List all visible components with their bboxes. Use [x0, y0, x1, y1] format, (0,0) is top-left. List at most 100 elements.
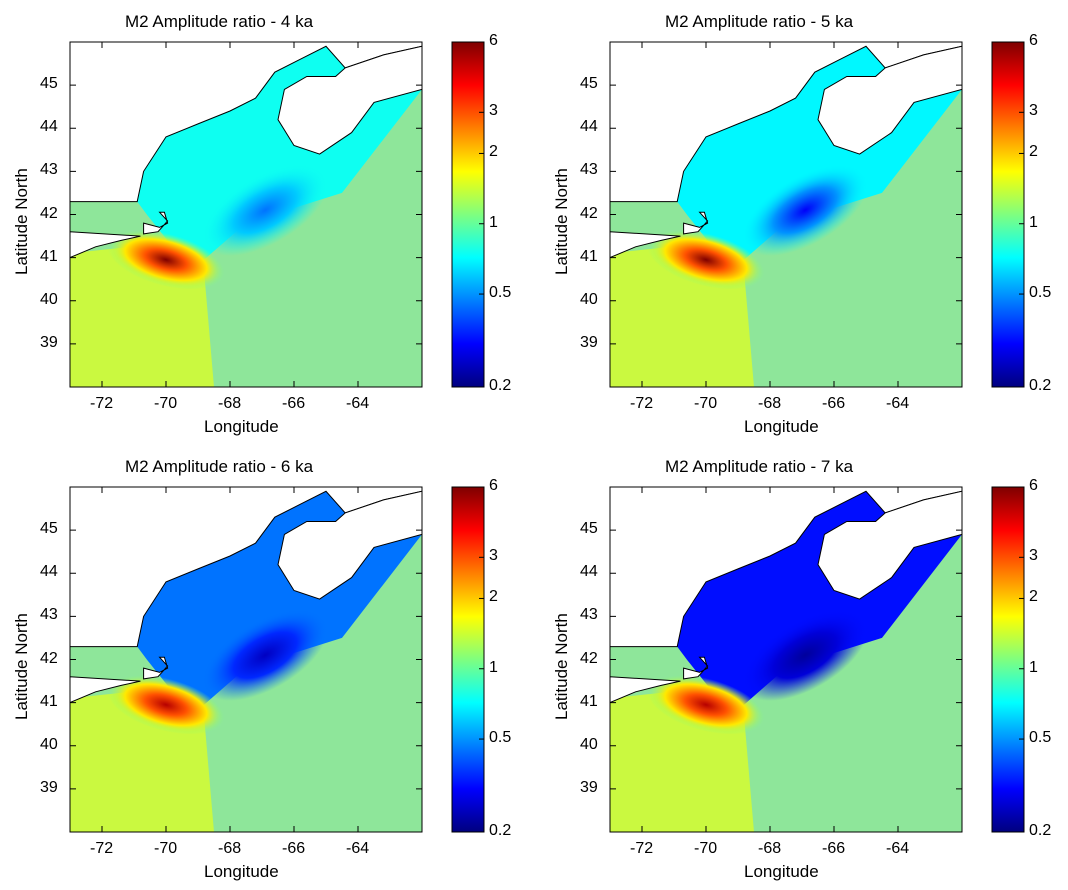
- colorbar-tick-label: 0.5: [1029, 729, 1051, 747]
- x-tick-label: -68: [758, 395, 781, 413]
- y-tick-label: 42: [40, 650, 58, 668]
- panel-title: M2 Amplitude ratio - 7 ka: [665, 457, 853, 477]
- y-tick-label: 40: [580, 291, 598, 309]
- ratio-field: [610, 487, 962, 832]
- y-tick-label: 40: [580, 736, 598, 754]
- x-tick-label: -68: [218, 840, 241, 858]
- ratio-field: [70, 42, 422, 387]
- colorbar-tick-label: 2: [489, 588, 498, 606]
- y-tick-label: 44: [580, 563, 598, 581]
- colorbar-tick-label: 3: [1029, 547, 1038, 565]
- y-axis-label: Latitude North: [552, 168, 572, 275]
- x-tick-label: -64: [886, 840, 909, 858]
- x-axis-label: Longitude: [204, 417, 279, 437]
- map-panel-1: -72 -70 -68 -66 -64 45 44 43 42 41 40 39 6 3 2 1 0.5 0.2 M…: [0, 0, 534, 445]
- y-tick-label: 41: [40, 248, 58, 266]
- colorbar-tick-label: 2: [1029, 588, 1038, 606]
- x-axis-label: Longitude: [744, 862, 819, 882]
- ratio-field: [610, 42, 962, 387]
- map-canvas: [0, 0, 534, 445]
- y-tick-label: 41: [40, 693, 58, 711]
- x-tick-label: -72: [630, 840, 653, 858]
- y-tick-label: 39: [40, 779, 58, 797]
- x-tick-label: -72: [90, 840, 113, 858]
- colorbar-tick-label: 1: [489, 214, 498, 232]
- x-tick-label: -68: [758, 840, 781, 858]
- x-tick-label: -72: [630, 395, 653, 413]
- map-panel-3: -72 -70 -68 -66 -64 45 44 43 42 41 40 39 6 3 2 1 0.5 0.2 M…: [0, 445, 534, 890]
- colorbar-tick-label: 1: [1029, 659, 1038, 677]
- y-tick-label: 42: [580, 650, 598, 668]
- y-tick-label: 41: [580, 248, 598, 266]
- x-tick-label: -68: [218, 395, 241, 413]
- y-tick-label: 44: [40, 118, 58, 136]
- x-tick-label: -66: [282, 395, 305, 413]
- colorbar-tick-label: 3: [489, 547, 498, 565]
- map-canvas: [0, 445, 534, 890]
- y-tick-label: 45: [580, 75, 598, 93]
- y-tick-label: 40: [40, 291, 58, 309]
- x-tick-label: -70: [154, 840, 177, 858]
- ratio-field: [70, 487, 422, 832]
- x-tick-label: -66: [822, 840, 845, 858]
- y-axis-label: Latitude North: [552, 613, 572, 720]
- y-axis-label: Latitude North: [12, 168, 32, 275]
- x-tick-label: -70: [154, 395, 177, 413]
- colorbar-tick-label: 1: [1029, 214, 1038, 232]
- colorbar-tick-label: 2: [1029, 143, 1038, 161]
- x-tick-label: -64: [346, 840, 369, 858]
- y-tick-label: 42: [580, 205, 598, 223]
- y-tick-label: 43: [40, 161, 58, 179]
- map-canvas: [540, 0, 1068, 445]
- x-tick-label: -64: [886, 395, 909, 413]
- y-tick-label: 45: [40, 75, 58, 93]
- y-tick-label: 41: [580, 693, 598, 711]
- y-axis-label: Latitude North: [12, 613, 32, 720]
- map-panel-2: -72 -70 -68 -66 -64 45 44 43 42 41 40 39 6 3 2 1 0.5 0.2 M…: [540, 0, 1068, 445]
- panel-title: M2 Amplitude ratio - 5 ka: [665, 12, 853, 32]
- colorbar-tick-label: 6: [1029, 32, 1038, 50]
- y-tick-label: 44: [40, 563, 58, 581]
- colorbar: [992, 42, 1024, 387]
- colorbar-tick-label: 3: [1029, 102, 1038, 120]
- colorbar-tick-label: 1: [489, 659, 498, 677]
- y-tick-label: 45: [580, 520, 598, 538]
- colorbar-tick-label: 6: [489, 32, 498, 50]
- y-tick-label: 40: [40, 736, 58, 754]
- colorbar-tick-label: 3: [489, 102, 498, 120]
- colorbar-tick-label: 0.2: [489, 377, 511, 395]
- colorbar-tick-label: 6: [489, 477, 498, 495]
- x-tick-label: -70: [694, 395, 717, 413]
- x-tick-label: -66: [282, 840, 305, 858]
- y-tick-label: 39: [40, 334, 58, 352]
- colorbar-tick-label: 6: [1029, 477, 1038, 495]
- panel-title: M2 Amplitude ratio - 4 ka: [125, 12, 313, 32]
- colorbar: [992, 487, 1024, 832]
- colorbar-tick-label: 0.5: [489, 284, 511, 302]
- x-tick-label: -72: [90, 395, 113, 413]
- colorbar-tick-label: 0.2: [1029, 822, 1051, 840]
- y-tick-label: 42: [40, 205, 58, 223]
- y-tick-label: 43: [580, 161, 598, 179]
- x-tick-label: -66: [822, 395, 845, 413]
- map-canvas: [540, 445, 1068, 890]
- y-tick-label: 45: [40, 520, 58, 538]
- colorbar-tick-label: 0.5: [1029, 284, 1051, 302]
- colorbar-tick-label: 0.2: [1029, 377, 1051, 395]
- y-tick-label: 43: [40, 606, 58, 624]
- map-panel-4: -72 -70 -68 -66 -64 45 44 43 42 41 40 39 6 3 2 1 0.5 0.2 M…: [540, 445, 1068, 890]
- x-axis-label: Longitude: [744, 417, 819, 437]
- y-tick-label: 39: [580, 334, 598, 352]
- colorbar: [452, 487, 484, 832]
- y-tick-label: 39: [580, 779, 598, 797]
- x-tick-label: -70: [694, 840, 717, 858]
- colorbar-tick-label: 2: [489, 143, 498, 161]
- x-tick-label: -64: [346, 395, 369, 413]
- y-tick-label: 44: [580, 118, 598, 136]
- panel-title: M2 Amplitude ratio - 6 ka: [125, 457, 313, 477]
- colorbar-tick-label: 0.2: [489, 822, 511, 840]
- colorbar-tick-label: 0.5: [489, 729, 511, 747]
- y-tick-label: 43: [580, 606, 598, 624]
- colorbar: [452, 42, 484, 387]
- x-axis-label: Longitude: [204, 862, 279, 882]
